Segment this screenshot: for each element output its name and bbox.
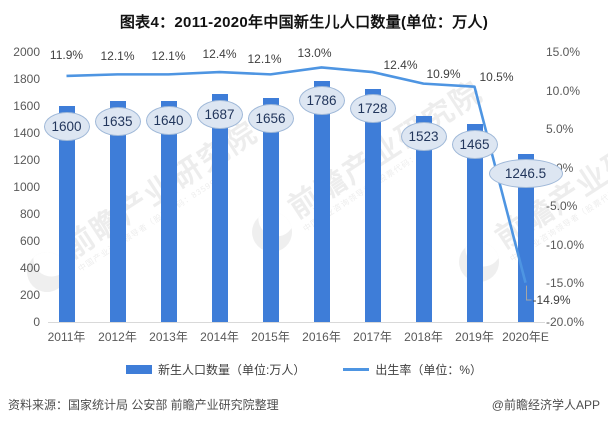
- birth-rate-label: -14.9%: [532, 293, 571, 307]
- birth-rate-label: 12.1%: [151, 49, 186, 64]
- bar-value-label: 1246.5: [488, 159, 563, 189]
- x-axis-tick: 2018年: [404, 330, 443, 344]
- y-axis-left-tick: 1800: [13, 72, 40, 86]
- y-axis-left-tick: 200: [19, 288, 40, 302]
- birth-rate-line: [66, 66, 527, 283]
- chart-legend: 新生人口数量（单位:万人） 出生率（单位：%）: [0, 361, 608, 378]
- chart-title: 图表4：2011-2020年中国新生儿人口数量(单位：万人): [119, 14, 489, 31]
- population-bar: [109, 101, 126, 322]
- y-axis-right-tick: -5.0%: [546, 199, 578, 214]
- y-axis-right-tick: -10.0%: [546, 237, 585, 252]
- x-axis-baseline: [48, 322, 545, 323]
- y-axis-right-tick: 15.0%: [546, 45, 581, 59]
- legend-label-population: 新生人口数量（单位:万人）: [157, 363, 306, 377]
- population-bar: [160, 100, 177, 322]
- y-axis-left-tick: 1400: [13, 126, 40, 140]
- x-axis-tick: 2011年: [47, 330, 86, 344]
- birth-rate-label: 10.9%: [426, 66, 461, 81]
- label-connector-line: [526, 285, 532, 301]
- y-axis-left-tick: 0: [33, 315, 40, 329]
- population-bar: [58, 106, 75, 322]
- y-axis-left-tick: 600: [19, 234, 40, 248]
- bar-value-label: 1523: [400, 121, 447, 151]
- x-axis-tick: 2013年: [149, 330, 188, 344]
- y-axis-left-tick: 1600: [13, 99, 40, 113]
- x-axis-tick: 2015年: [251, 330, 290, 344]
- y-axis-right-tick: 5.0%: [546, 122, 574, 137]
- population-bar: [364, 88, 381, 322]
- bar-value-label: 1656: [247, 103, 294, 133]
- x-axis-tick: 2016年: [302, 330, 341, 344]
- birth-rate-label: 12.4%: [383, 58, 418, 73]
- x-axis-tick: 2019年: [455, 330, 494, 344]
- legend-item-birth-rate: 出生率（单位：%）: [343, 361, 482, 378]
- population-bar: [211, 94, 228, 322]
- birth-rate-label: 11.9%: [49, 47, 84, 62]
- footer-credit: @前瞻经济学人APP: [491, 398, 600, 412]
- bar-value-label: 1465: [451, 129, 498, 159]
- bar-value-label: 1600: [43, 111, 90, 141]
- population-bar: [415, 116, 432, 322]
- birth-rate-label: 12.1%: [100, 49, 135, 64]
- line-series-swatch-icon: [343, 368, 370, 371]
- legend-label-birth-rate: 出生率（单位：%）: [375, 363, 482, 377]
- birth-rate-label: 10.5%: [479, 69, 514, 84]
- y-axis-left-tick: 1200: [13, 153, 40, 167]
- birth-rate-label: 12.1%: [247, 52, 282, 67]
- y-axis-left-tick: 1000: [13, 180, 40, 194]
- birth-rate-label: 12.4%: [202, 47, 237, 62]
- bar-value-label: 1728: [349, 94, 396, 124]
- y-axis-left-tick: 800: [19, 207, 40, 221]
- population-bar: [313, 80, 330, 322]
- bar-value-label: 1687: [196, 99, 243, 129]
- bar-value-label: 1640: [145, 106, 192, 136]
- population-bar: [466, 124, 483, 322]
- x-axis-tick: 2012年: [98, 330, 137, 344]
- population-bar: [262, 98, 279, 322]
- x-axis-tick: 2014年: [200, 330, 239, 344]
- footer-source: 资料来源：国家统计局 公安部 前瞻产业研究院整理: [8, 398, 279, 412]
- legend-item-population: 新生人口数量（单位:万人）: [125, 361, 306, 378]
- birth-rate-label: 13.0%: [297, 46, 332, 61]
- x-axis-tick: 2017年: [353, 330, 392, 344]
- y-axis-right-tick: -20.0%: [546, 315, 585, 329]
- population-bar: [517, 153, 534, 322]
- x-axis-tick: 2020年E: [502, 330, 549, 344]
- y-axis-left-tick: 400: [19, 261, 40, 275]
- bar-value-label: 1635: [94, 106, 141, 136]
- bar-series-swatch-icon: [125, 365, 152, 374]
- y-axis-left-tick: 2000: [13, 45, 40, 59]
- y-axis-right-tick: 10.0%: [546, 83, 581, 98]
- y-axis-right-tick: -15.0%: [546, 276, 585, 291]
- chart-footer: 资料来源：国家统计局 公安部 前瞻产业研究院整理 @前瞻经济学人APP: [8, 396, 600, 413]
- bar-value-label: 1786: [298, 86, 345, 116]
